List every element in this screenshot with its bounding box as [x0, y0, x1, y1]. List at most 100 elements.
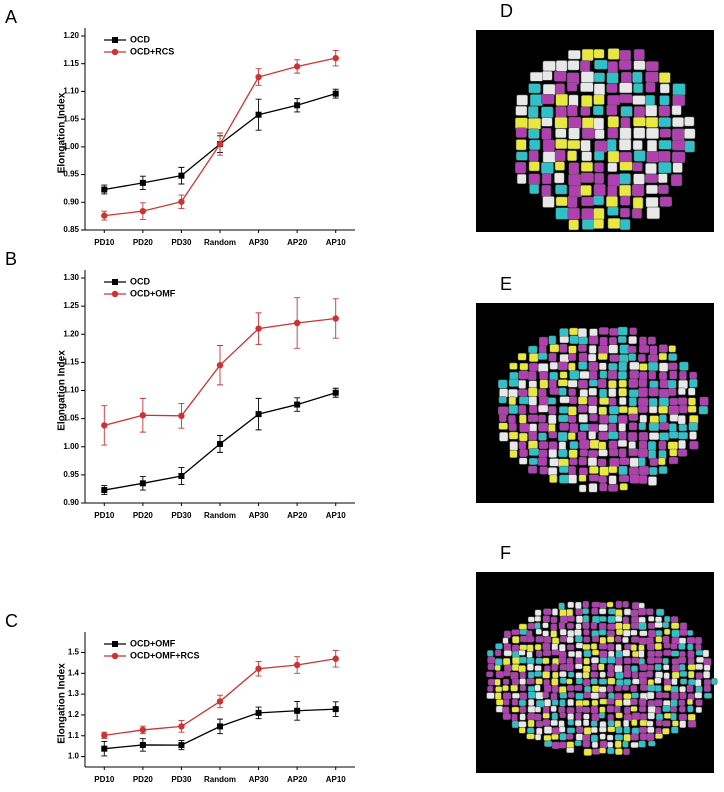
cell — [655, 713, 664, 721]
cell — [616, 679, 624, 686]
cell — [663, 642, 671, 649]
cell — [670, 622, 680, 630]
cell — [579, 439, 590, 450]
cell — [645, 196, 659, 208]
cell — [622, 601, 629, 608]
cell — [606, 72, 619, 84]
cell — [618, 431, 627, 441]
cell — [608, 448, 619, 457]
cell — [618, 388, 627, 397]
cell — [599, 726, 607, 733]
cell — [528, 457, 538, 465]
cell — [566, 707, 575, 714]
cell — [614, 615, 623, 622]
cell — [549, 371, 558, 381]
cell — [686, 684, 694, 693]
cell — [599, 370, 608, 379]
cell — [557, 431, 568, 442]
cell — [631, 602, 640, 610]
cell — [597, 458, 607, 467]
cell — [620, 106, 633, 117]
cell — [671, 726, 679, 734]
cell — [684, 128, 696, 139]
cell — [703, 679, 712, 686]
cell — [609, 458, 620, 468]
cell — [670, 616, 679, 623]
cell — [555, 83, 565, 96]
cell — [662, 692, 670, 699]
cell — [591, 635, 600, 643]
cell — [539, 370, 549, 381]
cell — [593, 184, 606, 196]
cell — [599, 733, 606, 740]
cell — [655, 733, 663, 739]
x-tick-label: PD20 — [133, 775, 154, 784]
cell — [630, 698, 638, 706]
cell — [648, 397, 658, 408]
cell — [568, 466, 576, 476]
cell — [487, 663, 495, 671]
cell — [590, 643, 598, 650]
cell — [575, 700, 584, 707]
cell — [542, 83, 556, 96]
y-tick-label: 1.15 — [63, 59, 79, 68]
cell — [519, 692, 527, 701]
cell — [606, 636, 615, 643]
legend-label: OCD+OMF+RCS — [130, 650, 200, 660]
cell — [518, 649, 526, 656]
cell — [526, 663, 534, 671]
cell — [618, 465, 628, 476]
cell — [631, 671, 639, 679]
cell — [658, 72, 671, 84]
cell — [534, 615, 542, 622]
cell — [566, 623, 574, 629]
cell — [687, 630, 694, 636]
cell — [580, 161, 594, 172]
cell — [526, 733, 535, 740]
cell — [648, 615, 655, 622]
cell — [654, 643, 662, 650]
cell — [638, 616, 646, 624]
cell — [581, 219, 595, 230]
cell — [615, 726, 623, 734]
cell — [597, 378, 607, 389]
y-tick-label: 1.0 — [68, 752, 80, 761]
cell — [543, 684, 552, 693]
x-tick-label: AP30 — [249, 238, 270, 247]
cell — [582, 665, 591, 673]
cell — [631, 616, 640, 623]
cell — [509, 362, 518, 370]
cell — [647, 726, 655, 734]
cell — [558, 414, 569, 423]
cell — [647, 684, 656, 692]
cell — [599, 397, 610, 405]
cell — [498, 422, 508, 430]
cell — [502, 678, 510, 685]
cell — [629, 361, 640, 371]
cell — [542, 151, 556, 163]
cell — [617, 415, 628, 424]
cell — [578, 467, 588, 476]
cell — [519, 678, 526, 685]
cell — [539, 379, 549, 389]
cell — [548, 441, 558, 451]
cell — [542, 139, 555, 152]
cell — [598, 686, 607, 693]
cell — [551, 663, 558, 671]
cell — [679, 670, 688, 677]
cell — [497, 406, 509, 416]
cell — [672, 151, 686, 163]
cell — [544, 740, 553, 747]
cell — [538, 422, 549, 432]
cell — [614, 705, 621, 713]
cell — [695, 685, 703, 693]
marker — [255, 709, 262, 716]
cell — [534, 713, 542, 721]
cell — [503, 670, 511, 677]
cell — [619, 457, 630, 465]
cell — [538, 388, 547, 398]
cell — [518, 623, 527, 630]
cell — [552, 671, 559, 679]
cell — [607, 664, 614, 672]
cell — [588, 396, 598, 406]
